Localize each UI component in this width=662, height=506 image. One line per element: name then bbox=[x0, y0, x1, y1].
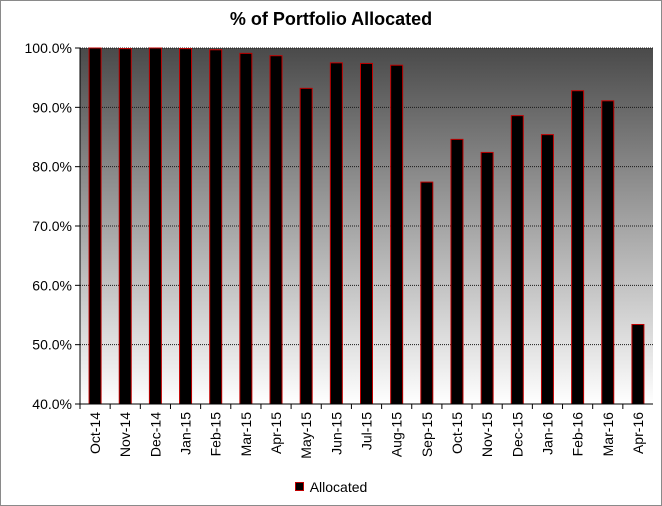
bar-jan-16 bbox=[540, 134, 554, 405]
bar-may-15 bbox=[299, 87, 313, 405]
bar-mar-15 bbox=[239, 52, 253, 405]
bar-jun-15 bbox=[329, 62, 343, 405]
x-tick-label: Jul-15 bbox=[359, 412, 375, 450]
x-tick-label: Feb-15 bbox=[208, 412, 224, 457]
x-tick-label: Feb-16 bbox=[570, 412, 586, 457]
y-tick-label: 50.0% bbox=[32, 337, 72, 353]
y-tick-label: 100.0% bbox=[25, 40, 72, 56]
y-tick-label: 40.0% bbox=[32, 396, 72, 412]
x-tick-label: Sep-15 bbox=[419, 412, 435, 457]
bar-apr-15 bbox=[269, 55, 283, 405]
bar-oct-15 bbox=[450, 138, 464, 405]
legend-swatch bbox=[294, 482, 304, 491]
bar-apr-16 bbox=[631, 323, 645, 405]
bar-dec-15 bbox=[510, 115, 524, 405]
bars bbox=[88, 47, 645, 405]
x-tick-label: Mar-16 bbox=[600, 412, 616, 457]
chart-title: % of Portfolio Allocated bbox=[229, 9, 433, 29]
bar-jul-15 bbox=[360, 62, 373, 405]
bar-jan-15 bbox=[179, 48, 193, 405]
x-tick-label: May-15 bbox=[298, 412, 314, 459]
x-tick-label: Apr-15 bbox=[268, 412, 284, 454]
bar-aug-15 bbox=[390, 64, 404, 405]
x-tick-label: Dec-15 bbox=[509, 412, 525, 457]
x-tick-label: Oct-15 bbox=[449, 412, 465, 454]
x-tick-label: Jan-15 bbox=[178, 412, 194, 455]
bar-oct-14 bbox=[88, 47, 102, 405]
x-tick-label: Oct-14 bbox=[87, 412, 103, 454]
x-tick-label: Nov-14 bbox=[117, 412, 133, 457]
x-tick-label: Mar-15 bbox=[238, 412, 254, 457]
bar-feb-15 bbox=[209, 49, 223, 405]
x-tick-label: Apr-16 bbox=[630, 412, 646, 454]
bar-sep-15 bbox=[420, 181, 434, 405]
x-tick-label: Aug-15 bbox=[389, 412, 405, 457]
x-tick-label: Nov-15 bbox=[479, 412, 495, 457]
bar-feb-16 bbox=[571, 90, 585, 405]
bar-nov-14 bbox=[118, 48, 132, 405]
y-tick-labels: 40.0% 50.0% 60.0% 70.0% 80.0% 90.0% 100.0% bbox=[25, 40, 80, 412]
y-tick-label: 90.0% bbox=[32, 99, 72, 115]
y-tick-label: 70.0% bbox=[32, 218, 72, 234]
legend: Allocated bbox=[1, 479, 661, 495]
x-tick-label: Jan-16 bbox=[539, 412, 555, 455]
bar-mar-16 bbox=[601, 100, 615, 405]
x-tick-label: Jun-15 bbox=[328, 412, 344, 455]
x-tick-label: Dec-14 bbox=[147, 412, 163, 457]
y-tick-label: 60.0% bbox=[32, 277, 72, 293]
y-tick-label: 80.0% bbox=[32, 159, 72, 175]
bar-dec-14 bbox=[148, 47, 162, 405]
x-tick-labels: Oct-14 Nov-14 Dec-14 Jan-15 Feb-15 Mar-15 Apr-… bbox=[79, 404, 646, 459]
legend-label: Allocated bbox=[309, 479, 368, 495]
bar-nov-15 bbox=[480, 151, 494, 405]
